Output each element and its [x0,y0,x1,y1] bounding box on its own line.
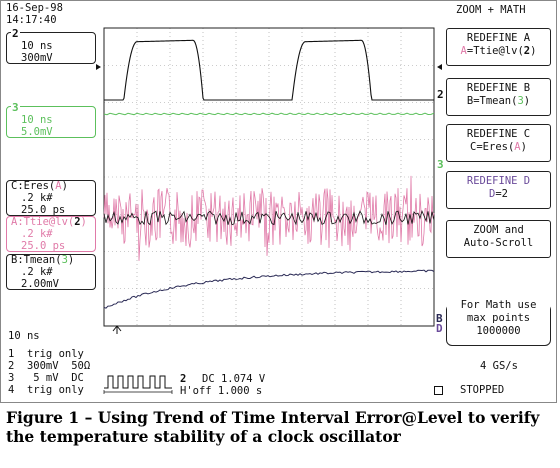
redefine-b-close: ) [523,95,531,107]
date-label: 16-Sep-98 [6,2,63,14]
trace-marker-d: D [436,322,443,335]
math-a-box[interactable]: A:Ttie@lv(2) .2 k# 25.0 ps [6,216,96,252]
math-b-offset: 2.00mV [21,278,59,290]
math-b-source: 3 [61,254,68,266]
channel-3-volts: 5.0mV [21,126,53,138]
trace-marker-b: B [436,312,443,325]
channel-3-timebase: 10 ns [21,114,53,126]
math-a-trace [103,175,435,261]
acquisition-status: STOPPED [460,384,505,396]
redefine-c-button[interactable]: REDEFINE C C=Eres(A) [446,124,551,162]
math-c-source: A [55,180,62,192]
math-a-close: ) [80,216,87,228]
math-c-box[interactable]: C:Eres(A) .2 k# 25.0 ps [6,180,96,216]
channel-2-timebase: 10 ns [21,40,53,52]
trigger-line-1: 1 trig only [8,348,84,360]
redefine-b-func: =Tmean( [473,95,518,107]
redefine-c-close: ) [520,141,527,153]
redefine-b-letter: B [466,95,474,107]
math-b-trace [103,269,435,309]
math-b-label: B:Tmean( [11,254,62,266]
math-a-label: A:Ttie@lv( [11,216,75,228]
math-b-box[interactable]: B:Tmean(3) .2 k# 2.00mV [6,254,96,290]
redefine-b-src: 3 [517,95,524,107]
redefine-a-letter: A [460,45,467,57]
autoscroll-label: Auto-Scroll [463,237,534,249]
redefine-c-func: =Eres( [476,141,515,153]
math-c-trace [103,209,435,226]
stopped-indicator-icon [434,386,443,395]
math-c-close: ) [61,180,68,192]
channel-3-box[interactable]: 3 10 ns 5.0mV [6,101,96,138]
math-b-close: ) [67,254,75,266]
math-points-note: For Math use max points 1000000 [446,299,551,346]
channel-2-box[interactable]: 2 10 ns 300mV [6,27,96,64]
channel-3-trace [103,112,435,116]
trigger-line-2: 2 300mV 50Ω [8,360,91,372]
redefine-d-func: =2 [495,188,508,200]
math-c-scale: .2 k# [21,192,53,204]
trigger-line-4: 4 trig only [8,384,84,396]
channel-2-number: 2 [11,27,20,40]
redefine-c-letter: C [470,141,477,153]
math-c-offset: 25.0 ps [21,204,66,216]
grid-border [103,27,435,327]
figure-caption: Figure 1 – Using Trend of Time Interval … [6,408,554,446]
trace-marker-2: 2 [437,88,444,101]
trigger-line-3: 3 5 mV DC [8,372,84,384]
redefine-d-title: REDEFINE D [466,175,531,187]
redefine-a-button[interactable]: REDEFINE A A=Ttie@lv(2) [446,28,551,66]
redefine-d-button[interactable]: REDEFINE D D=2 [446,171,551,209]
caption-line-1: Figure 1 – Using Trend of Time Interval … [6,408,540,427]
math-a-source: 2 [74,216,81,228]
trigger-level-marker-right [437,64,442,70]
math-a-scale: .2 k# [21,228,53,240]
channel-3-number: 3 [11,101,20,114]
channel-2-volts: 300mV [21,52,53,64]
math-note-line1: For Math use [447,299,550,312]
caption-line-2: the temperature stability of a clock osc… [6,427,401,446]
trigger-level-marker-left [96,64,101,70]
math-a-offset: 25.0 ps [21,240,66,252]
time-label: 14:17:40 [6,14,57,26]
math-b-scale: .2 k# [21,266,53,278]
redefine-c-title: REDEFINE C [466,128,531,140]
trigger-position-arrow [112,325,122,334]
zoom-autoscroll-button[interactable]: ZOOM and Auto-Scroll [446,220,551,258]
pulse-trigger-icon [103,375,173,394]
redefine-d-letter: D [489,188,496,200]
sample-rate: 4 GS/s [480,360,518,372]
math-c-label: C:Eres( [11,180,56,192]
redefine-a-close: ) [530,45,537,57]
scope-frame [0,0,557,403]
timebase-label: 10 ns [8,330,40,342]
math-note-line3: 1000000 [476,325,521,337]
math-note-line2: max points [466,312,531,324]
trigger-dc-level: DC 1.074 V [202,373,266,385]
holdoff-label: H'off 1.000 s [180,385,263,397]
trace-marker-3: 3 [437,158,444,171]
trigger-channel: 2 [180,373,187,385]
mode-label: ZOOM + MATH [456,4,526,16]
redefine-c-src: A [514,141,521,153]
redefine-b-button[interactable]: REDEFINE B B=Tmean(3) [446,78,551,116]
redefine-a-func: =Ttie@lv( [466,45,524,57]
redefine-a-src: 2 [523,45,531,57]
channel-2-trace [104,39,434,101]
zoom-title: ZOOM and [473,224,524,236]
redefine-a-title: REDEFINE A [466,32,531,44]
waveform-display[interactable] [96,24,446,334]
redefine-b-title: REDEFINE B [466,82,531,94]
